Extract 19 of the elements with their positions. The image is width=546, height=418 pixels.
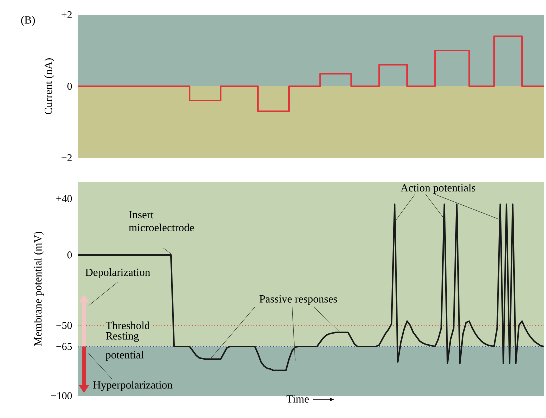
ref-line-label: Threshold xyxy=(106,322,150,330)
y-tick-label: −65 xyxy=(56,343,72,350)
ref-line-label: Resting potential xyxy=(106,332,144,361)
annotation: Depolarization xyxy=(86,268,150,278)
x-axis-title: Time xyxy=(286,396,309,403)
y-tick-label: −2 xyxy=(62,154,72,162)
annotation: Passive responses xyxy=(260,295,338,306)
y-tick-label: 0 xyxy=(68,82,72,90)
text: (B) xyxy=(21,16,36,26)
y-tick-label: 0 xyxy=(68,252,72,259)
y-tick-label: +40 xyxy=(56,195,72,202)
y-axis-title: Current (nA) xyxy=(44,58,55,114)
y-tick-label: −50 xyxy=(56,322,72,330)
annotation: Action potentials xyxy=(400,184,476,194)
y-tick-label: −100 xyxy=(51,392,72,400)
y-tick-label: +2 xyxy=(62,12,72,18)
y-axis-title: Membrane potential (mV) xyxy=(34,232,44,346)
annotation: Hyperpolarization xyxy=(93,381,173,392)
annotation: Insert microelectrode xyxy=(129,211,194,232)
